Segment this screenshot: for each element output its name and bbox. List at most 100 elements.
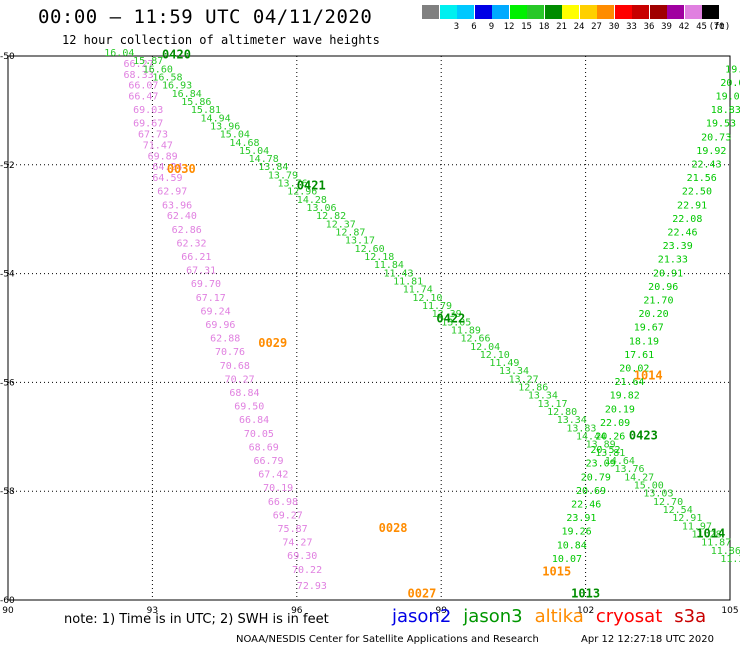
legend-swatch: [457, 5, 474, 19]
pass-time-label: 0028: [379, 521, 408, 535]
wave-height-value: 13.79: [268, 170, 298, 181]
wave-height-value: 12.60: [355, 244, 385, 255]
wave-height-value: 12.70: [653, 497, 683, 508]
wave-height-value: 12.80: [547, 407, 577, 418]
legend-swatch: [632, 5, 649, 19]
wave-height-value: 12.87: [335, 228, 365, 239]
wave-height-value: 15.87: [133, 56, 163, 67]
wave-height-value: 15.04: [220, 130, 250, 141]
wave-height-value: 11.34: [720, 554, 740, 565]
wave-height-value: 64.24: [152, 162, 182, 173]
wave-height-value: 22.91: [677, 200, 707, 211]
pass-time-label: 0421: [297, 178, 326, 192]
satellite-legend: jason2 jason3 altika cryosat s3a: [392, 606, 718, 627]
wave-height-value: 22.43: [691, 160, 721, 171]
wave-height-value: 70.68: [220, 361, 250, 372]
wave-height-value: 19.82: [610, 391, 640, 402]
legend-label: 70: [713, 22, 725, 32]
wave-height-value: 11.84: [374, 260, 404, 271]
pass-time-label: 0029: [258, 336, 287, 350]
wave-height-value: 11.87: [701, 538, 731, 549]
wave-height-value: 19.53: [706, 119, 736, 130]
wave-height-value: 11.86: [711, 546, 740, 557]
wave-height-value: 13.34: [499, 366, 529, 377]
wave-height-value: 13.34: [557, 415, 587, 426]
satellite-name: cryosat: [595, 606, 663, 627]
wave-height-value: 14.28: [297, 195, 327, 206]
map-subtitle: 12 hour collection of altimeter wave hei…: [62, 33, 380, 47]
wave-height-value: 64.59: [152, 173, 182, 184]
wave-height-value: 22.09: [600, 418, 630, 429]
legend-swatch: [474, 5, 492, 19]
wave-height-value: 11.28: [691, 529, 721, 540]
wave-height-value: 13.05: [441, 317, 471, 328]
wave-height-value: 21.64: [614, 377, 644, 388]
wave-height-value: 20.19: [605, 404, 635, 415]
wave-height-value: 13.17: [537, 399, 567, 410]
wave-height-value: 12.37: [326, 219, 356, 230]
wave-height-value: 13.06: [306, 203, 336, 214]
legend-swatch: [702, 5, 719, 19]
wave-height-value: 14.68: [229, 138, 259, 149]
pass-time-label: 1015: [542, 565, 571, 579]
wave-height-value: 22.46: [571, 500, 601, 511]
wave-height-value: 23.39: [663, 241, 693, 252]
lat-tick-label: -50: [0, 52, 15, 62]
wave-height-value: 16.04: [104, 48, 134, 59]
wave-height-value: 69.89: [148, 151, 178, 162]
wave-height-value: 21.33: [658, 255, 688, 266]
legend-swatch: [492, 5, 509, 19]
pass-time-label: 0422: [436, 312, 465, 326]
wave-height-value: 11.81: [393, 276, 423, 287]
wave-height-value: 62.88: [210, 334, 240, 345]
lon-tick-label: 99: [435, 606, 447, 616]
legend-swatch: [597, 5, 614, 19]
wave-height-value: 14.94: [201, 113, 231, 124]
wave-height-value: 62.40: [167, 211, 197, 222]
wave-height-value: 12.18: [364, 252, 394, 263]
wave-height-value: 67.73: [138, 130, 168, 141]
wave-height-value: 68.33: [124, 70, 154, 81]
lon-tick-label: 105: [721, 606, 738, 616]
satellite-name: altika: [534, 606, 584, 627]
wave-height-value: 12.86: [518, 383, 548, 394]
legend-label: 18: [538, 22, 550, 32]
pass-time-label: 0420: [162, 48, 191, 62]
legend-label: 45: [696, 22, 707, 32]
legend-label: 30: [608, 22, 620, 32]
lat-tick-label: -60: [0, 596, 15, 606]
wave-height-value: 22.08: [672, 214, 702, 225]
wave-height-value: 75.87: [278, 524, 308, 535]
wave-height-value: 10.07: [552, 554, 582, 565]
satellite-name: s3a: [674, 606, 707, 627]
legend-label: 36: [643, 22, 655, 32]
pass-time-label: 1014: [634, 369, 663, 383]
color-legend: 3 6 9 12 15 18 21 24 27 30 33 36 39 42 45 70 (ft): [422, 5, 730, 33]
pass-time-label: 0027: [408, 586, 437, 600]
wave-height-value: 70.76: [215, 347, 245, 358]
lon-tick-label: 93: [147, 606, 158, 616]
pass-time-label: 1013: [571, 586, 600, 600]
wave-height-value: 62.32: [176, 238, 206, 249]
legend-unit: (ft): [708, 22, 731, 32]
wave-height-value: 20.52: [590, 445, 620, 456]
wave-height-value: 20.26: [595, 432, 625, 443]
legend-swatch: [579, 5, 597, 19]
wave-height-value: 16.60: [143, 64, 173, 75]
wave-height-value: 13.76: [614, 464, 644, 475]
wave-height-value: 15.86: [181, 97, 211, 108]
wave-height-value: 68.84: [229, 388, 259, 399]
wave-height-value: 20.91: [653, 268, 683, 279]
wave-height-value: 70.22: [292, 565, 322, 576]
wave-height-value: 69.70: [191, 279, 221, 290]
wave-height-value: 12.82: [316, 211, 346, 222]
wave-height-value: 14.27: [624, 472, 654, 483]
generated-timestamp: Apr 12 12:27:18 UTC 2020: [581, 634, 714, 645]
wave-height-value: 67.17: [196, 293, 226, 304]
wave-height-value: 23.91: [566, 513, 596, 524]
lat-tick-label: -54: [0, 270, 15, 280]
wave-height-value: 14.78: [249, 154, 279, 165]
wave-height-value: 69.27: [273, 510, 303, 521]
wave-height-value: 14.44: [576, 432, 606, 443]
credit-text: NOAA/NESDIS Center for Satellite Applica…: [236, 634, 539, 645]
